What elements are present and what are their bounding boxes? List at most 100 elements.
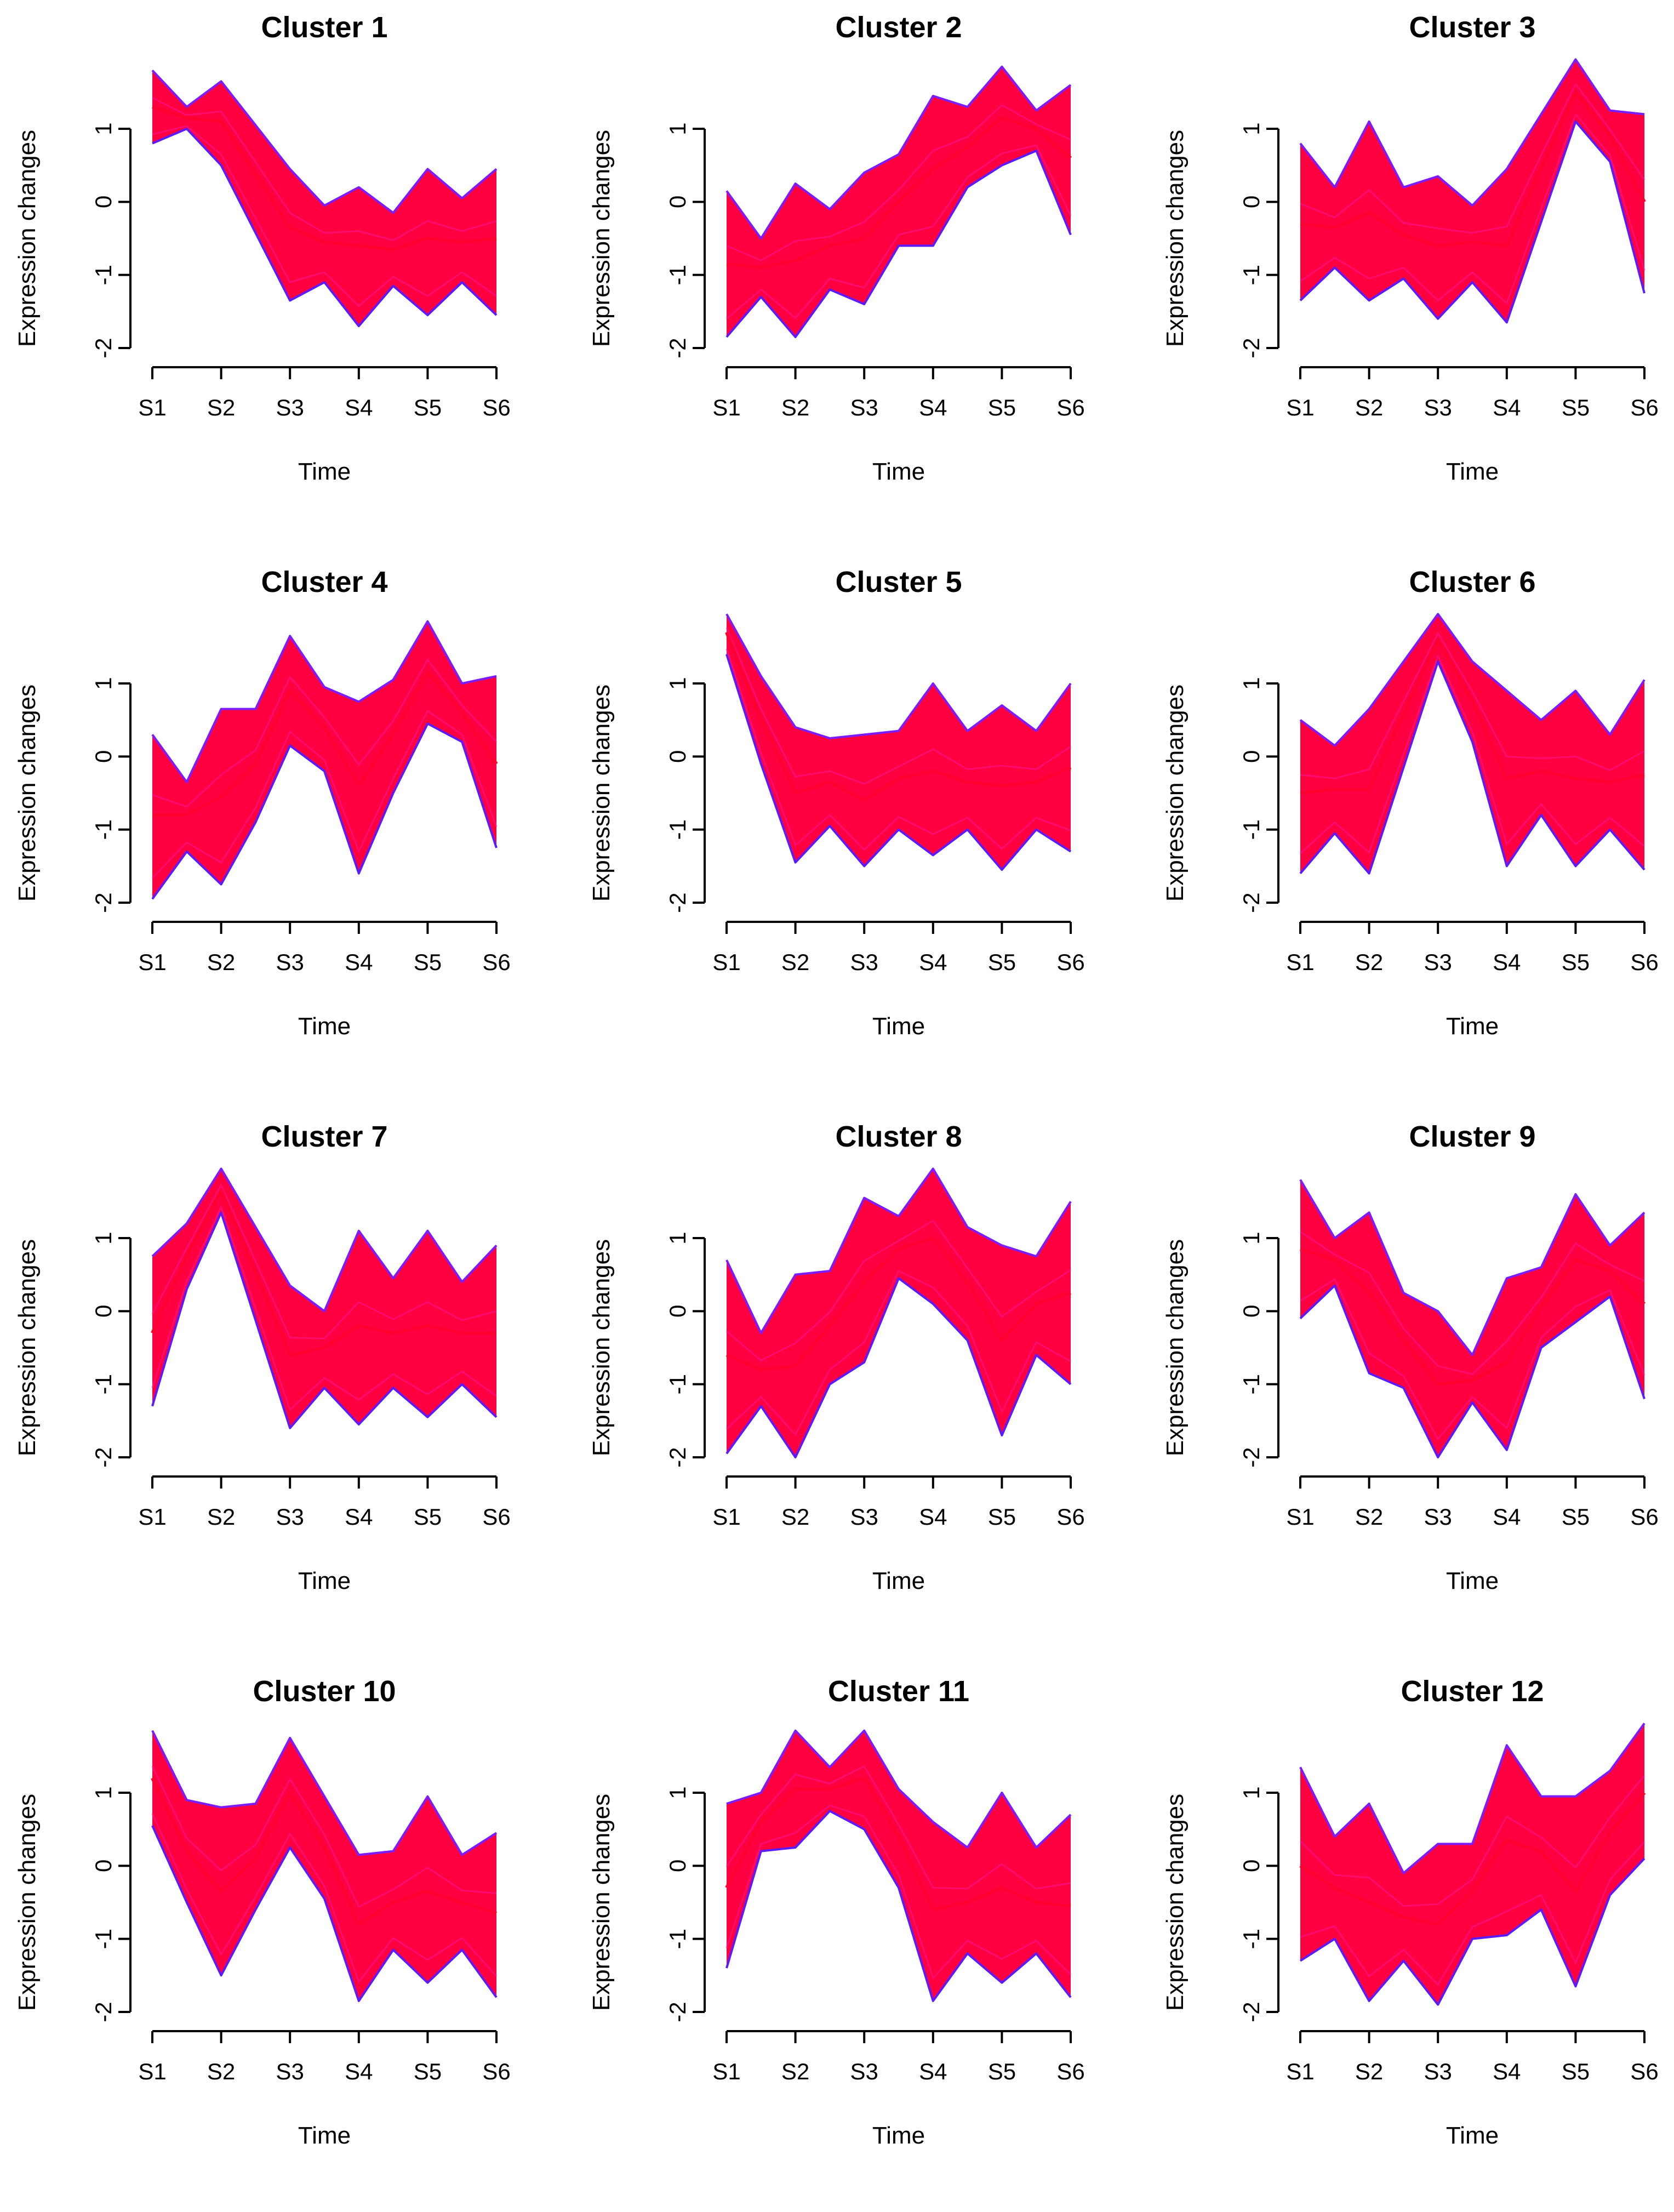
lower-trace-line (151, 1825, 498, 2002)
mean-trace-line (726, 116, 1072, 270)
y-tick-label: 1 (665, 122, 690, 135)
member-trace-line (725, 627, 1071, 785)
y-tick-label: -1 (1238, 1929, 1264, 1949)
x-tick-label: S4 (1493, 2059, 1521, 2084)
upper-trace-line (1299, 1723, 1646, 1874)
chart-title: Cluster 2 (835, 11, 962, 44)
member-trace-line (725, 1804, 1072, 1980)
x-tick-label: S1 (138, 1504, 166, 1530)
cluster-chart-11: Cluster 11 -2 -1 0 1 Expression changes S1 S2 S3… (588, 1675, 1085, 2149)
expression-envelope (727, 614, 1071, 870)
x-tick-label: S3 (276, 2059, 304, 2084)
lower-trace-line (152, 128, 498, 327)
member-trace-line (725, 648, 1071, 851)
x-tick-label: S5 (988, 2059, 1016, 2084)
x-tick-label: S5 (414, 949, 442, 975)
x-axis-label: Time (298, 2122, 351, 2149)
expression-band (151, 1167, 498, 1429)
member-trace-line (152, 125, 497, 307)
expression-envelope (152, 70, 496, 327)
y-tick-label: 0 (665, 1860, 690, 1872)
expression-band (725, 1729, 1072, 2002)
x-tick-label: S2 (1355, 1504, 1383, 1530)
chart-title: Cluster 12 (1401, 1675, 1544, 1708)
expression-envelope (1300, 1179, 1644, 1457)
mean-trace-line (1300, 638, 1645, 795)
y-tick-label: -2 (665, 1447, 690, 1467)
expression-band (151, 1730, 498, 2002)
y-axis-label: Expression changes (588, 1239, 615, 1456)
lower-trace-line (151, 1211, 498, 1429)
y-tick-label: -2 (1238, 1447, 1264, 1467)
expression-band (151, 620, 498, 900)
mean-trace-line (152, 671, 498, 817)
member-trace-line (151, 1205, 497, 1412)
x-axis-label: Time (298, 458, 351, 485)
x-tick-label: S5 (1562, 949, 1590, 975)
x-axis-label: Time (1446, 458, 1499, 485)
x-tick-label: S4 (345, 1504, 373, 1530)
y-tick-label: 1 (1238, 677, 1264, 689)
y-axis: -2 -1 0 1 (1238, 122, 1279, 358)
mean-trace-line (152, 105, 497, 251)
x-tick-label: S2 (1355, 395, 1383, 420)
y-tick-label: 0 (665, 750, 690, 763)
y-tick-label: -1 (665, 1929, 690, 1949)
y-tick-label: -1 (665, 819, 690, 840)
upper-trace-line (151, 620, 497, 783)
x-tick-label: S5 (414, 395, 442, 420)
upper-trace-line (726, 1729, 1072, 1849)
x-tick-label: S6 (482, 1504, 510, 1530)
y-tick-label: 1 (90, 677, 116, 689)
upper-trace-line (151, 69, 498, 214)
x-tick-label: S3 (276, 395, 304, 420)
member-trace-line (151, 1766, 497, 1908)
member-trace-line (1300, 631, 1645, 779)
y-tick-label: -1 (665, 1374, 690, 1394)
x-tick-label: S6 (1056, 1504, 1084, 1530)
expression-envelope (1300, 614, 1644, 874)
expression-envelope (727, 1730, 1071, 2001)
member-trace-line (1299, 1775, 1646, 1907)
member-trace-line (1300, 1841, 1646, 1986)
lower-trace-line (725, 150, 1072, 338)
expression-band (725, 65, 1072, 338)
x-tick-label: S4 (1493, 395, 1521, 420)
y-axis-label: Expression changes (1162, 685, 1189, 902)
x-tick-label: S6 (1056, 949, 1084, 975)
chart-title: Cluster 11 (828, 1675, 969, 1708)
y-tick-label: 1 (1238, 122, 1264, 135)
x-tick-label: S3 (276, 1504, 304, 1530)
x-tick-label: S1 (712, 395, 740, 420)
y-tick-label: -2 (665, 2002, 690, 2022)
y-axis: -2 -1 0 1 (665, 1786, 706, 2022)
mean-trace-line (1300, 90, 1646, 248)
x-tick-label: S1 (1286, 395, 1314, 420)
y-tick-label: 1 (1238, 1786, 1264, 1799)
y-axis: -2 -1 0 1 (90, 122, 132, 358)
chart-title: Cluster 1 (261, 11, 387, 44)
y-tick-label: 1 (90, 1232, 116, 1244)
x-axis-label: Time (872, 1013, 925, 1040)
x-tick-label: S2 (207, 395, 235, 420)
y-tick-label: 0 (90, 196, 116, 208)
y-axis: -2 -1 0 1 (90, 1232, 132, 1468)
y-axis: -2 -1 0 1 (90, 1786, 132, 2022)
y-tick-label: 0 (90, 750, 116, 763)
y-tick-label: 1 (90, 1786, 116, 1799)
member-trace-line (726, 1219, 1071, 1362)
member-trace-line (151, 1813, 498, 1984)
member-trace-line (1300, 112, 1646, 305)
mean-trace-line (151, 1777, 497, 1926)
chart-title: Cluster 8 (835, 1120, 962, 1153)
chart-title: Cluster 4 (261, 566, 387, 598)
member-trace-line (725, 1270, 1071, 1436)
y-tick-label: 1 (90, 122, 116, 135)
chart-title: Cluster 3 (1409, 11, 1535, 44)
x-tick-label: S5 (1562, 1504, 1590, 1530)
y-axis-label: Expression changes (588, 1794, 615, 2011)
x-tick-label: S5 (1562, 2059, 1590, 2084)
x-tick-label: S5 (988, 1504, 1016, 1530)
